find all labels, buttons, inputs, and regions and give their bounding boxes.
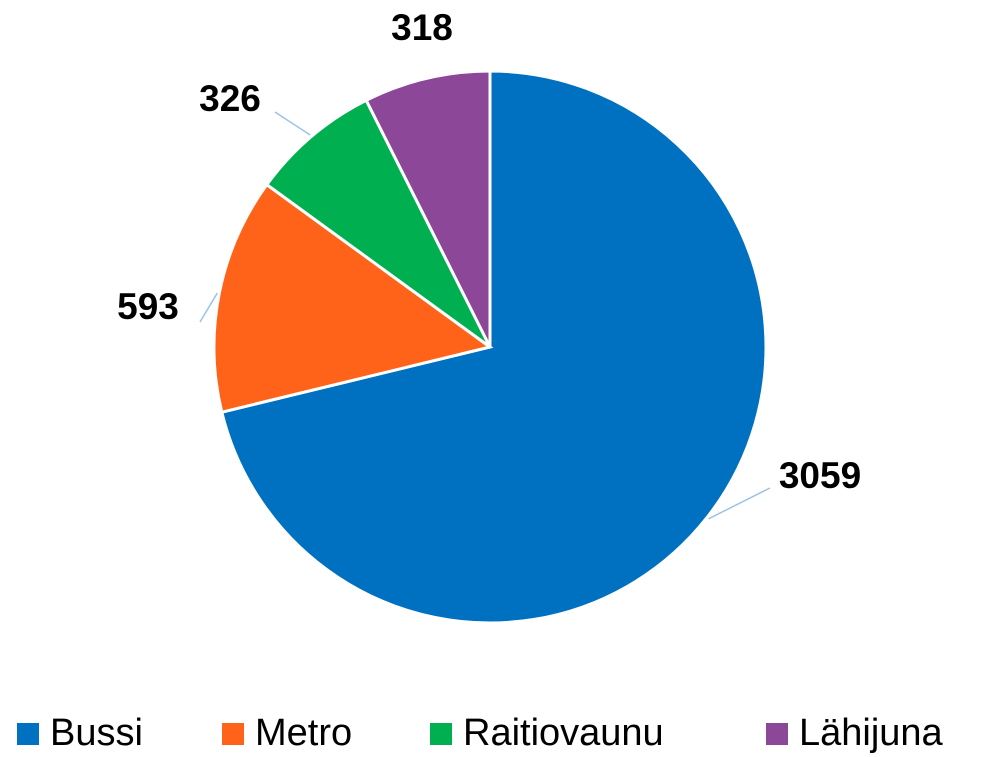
legend-swatch	[17, 723, 39, 745]
data-label: 593	[117, 286, 179, 327]
leader-line	[708, 487, 771, 520]
legend-label: Metro	[255, 712, 352, 754]
pie-slice	[264, 98, 492, 349]
leader-line	[199, 292, 218, 323]
leader-line	[274, 111, 311, 136]
pie-slice	[364, 69, 492, 348]
data-label: 3059	[779, 455, 861, 496]
legend-swatch	[430, 723, 452, 745]
legend-label: Lähijuna	[799, 712, 944, 754]
legend-label: Bussi	[50, 712, 143, 754]
legend-label: Raitiovaunu	[463, 712, 664, 754]
data-label: 326	[199, 78, 261, 119]
pie-slice	[219, 69, 768, 625]
data-label: 318	[391, 7, 453, 48]
pie-slice	[212, 182, 494, 414]
legend-swatch	[766, 723, 788, 745]
legend-swatch	[222, 723, 244, 745]
